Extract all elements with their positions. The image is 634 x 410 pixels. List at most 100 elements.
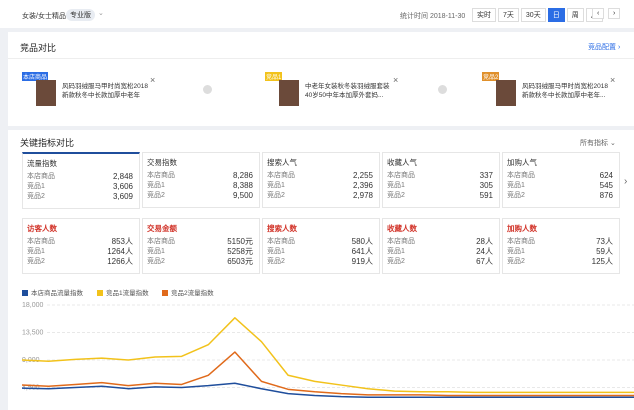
- row-label: 竞品2: [27, 193, 45, 200]
- vs-dot: [203, 85, 212, 94]
- competitor-card: 本店商品风码羽绒服马甲时尚宽松2018新款秋冬中长款加厚中老年人...×: [22, 72, 162, 114]
- row-label: 竞品1: [147, 248, 165, 255]
- row-label: 竞品1: [27, 248, 45, 255]
- row-value: 1264人: [107, 247, 133, 256]
- row-value: 876: [599, 191, 613, 200]
- product-image: [496, 80, 516, 106]
- filter-text[interactable]: 所有指标: [580, 140, 608, 147]
- row-label: 本店商品: [507, 238, 535, 245]
- legend-label: 竞品1流量指数: [106, 288, 149, 297]
- config-text[interactable]: 竞品配置: [588, 44, 616, 51]
- close[interactable]: ×: [393, 75, 399, 85]
- prev[interactable]: ‹: [592, 8, 605, 19]
- metric-row: 竞品2 125人: [503, 257, 619, 267]
- tick-bg: [22, 383, 46, 392]
- metric-card[interactable]: 交易指数 本店商品 8,286 竞品1 8,388 竞品2 9,500: [142, 152, 260, 208]
- section-title: 竞品对比: [20, 43, 57, 53]
- metric-title: 访客人数: [27, 224, 57, 233]
- period-button[interactable]: 日: [547, 8, 565, 22]
- metric-card[interactable]: 交易金额 本店商品 5150元 竞品1 5258元 竞品2 6503元: [142, 218, 260, 274]
- row-value: 2,848: [112, 172, 133, 181]
- product-text: 风码羽绒服马甲时尚宽松2018新款秋冬中长款加厚中老年...: [522, 83, 608, 99]
- dropdown-icon[interactable]: ⌄: [98, 10, 104, 17]
- metric-row: 本店商品 624: [503, 171, 619, 181]
- metric-row: 竞品2 6503元: [143, 257, 259, 267]
- metric-card[interactable]: 访客人数本店商品 853人 竞品1 1264人竞品2 1266人: [22, 218, 140, 274]
- period-button[interactable]: 30天: [520, 8, 546, 22]
- product-text: 风码羽绒服马甲时尚宽松2018新款秋冬中长款加厚中老年人...: [62, 83, 148, 99]
- metric-card[interactable]: 搜索人数 本店商品 580人 竞品1 641人 竞品2 919人: [262, 218, 380, 274]
- row-label: 竞品2: [507, 192, 525, 199]
- row-label: 本店商品: [147, 238, 175, 245]
- row-label: 竞品1: [507, 182, 525, 189]
- metric-card[interactable]: 加购人数 本店商品 73人 竞品1 59人 竞品2 125人: [502, 218, 620, 274]
- config-link[interactable]: 竞品配置 ›: [588, 44, 621, 51]
- row-value: 591: [479, 191, 493, 200]
- metric-row: 竞品1 1264人: [23, 247, 139, 257]
- metric-row: 竞品1 2,396: [263, 181, 379, 191]
- metric-card[interactable]: 收藏人数 本店商品 28人 竞品1 24人 竞品2 67人: [382, 218, 500, 274]
- period-button[interactable]: 7天: [498, 8, 519, 22]
- metric-row: 竞品2 2,978: [263, 191, 379, 201]
- row-label: 竞品1: [267, 182, 285, 189]
- row-value: 9,500: [232, 191, 253, 200]
- row-label: 本店商品: [387, 172, 415, 179]
- row-value: 919人: [351, 257, 373, 266]
- edition[interactable]: 专业版: [66, 9, 95, 21]
- metric-row: 竞品1 3,606: [23, 182, 139, 192]
- metric-row: 竞品1 305: [383, 181, 499, 191]
- y-tick-label: 18,000: [22, 302, 44, 309]
- row-value: 3,609: [112, 192, 133, 201]
- metric-row: 竞品2 876: [503, 191, 619, 201]
- row-value: 1266人: [107, 257, 133, 266]
- product-text: 中老年女装秋冬装羽绒服套装40岁50中年本加厚外套妈...: [305, 83, 390, 99]
- row-value: 641人: [351, 247, 373, 256]
- row-value: 8,286: [232, 171, 253, 180]
- vs-dot: [438, 85, 447, 94]
- legend-label: 竞品2流量指数: [171, 288, 214, 297]
- row-label: 竞品2: [267, 258, 285, 265]
- tick-bg: [22, 301, 46, 309]
- metric-title: 收藏人气: [387, 158, 417, 167]
- filter[interactable]: 所有指标 ⌄: [580, 140, 616, 147]
- section-title: 关键指标对比: [20, 138, 75, 148]
- row-value: 3,606: [112, 182, 133, 191]
- series-line: [21, 351, 634, 397]
- metric-row: 本店商品 580人: [263, 237, 379, 247]
- metric-card[interactable]: 搜索人气 本店商品 2,255 竞品1 2,396 竞品2 2,978: [262, 152, 380, 208]
- metric-row: 竞品2 67人: [383, 257, 499, 267]
- row-value: 6503元: [227, 257, 253, 266]
- competitor-card: 竞品1 中老年女装秋冬装羽绒服套装40岁50中年本加厚外套妈... ×: [265, 72, 405, 114]
- close[interactable]: ×: [610, 75, 616, 85]
- row-label: 竞品2: [507, 258, 525, 265]
- metric-card[interactable]: 收藏人气 本店商品 337 竞品1 305 竞品2 591: [382, 152, 500, 208]
- row-value: 5258元: [227, 247, 253, 256]
- close[interactable]: ×: [150, 75, 156, 85]
- row-value: 24人: [476, 247, 493, 256]
- row-label: 竞品2: [27, 258, 45, 265]
- row-label: 本店商品: [267, 238, 295, 245]
- metric-title: 交易金额: [147, 224, 177, 233]
- next[interactable]: ›: [608, 8, 621, 19]
- row-label: 竞品2: [147, 192, 165, 199]
- competitor-card: 竞品2 风码羽绒服马甲时尚宽松2018新款秋冬中长款加厚中老年... ×: [482, 72, 622, 114]
- metric-title: 收藏人数: [387, 224, 417, 233]
- legend-swatch: [162, 290, 168, 296]
- metric-title: 加购人气: [507, 158, 537, 167]
- row-label: 竞品1: [147, 182, 165, 189]
- row-value: 67人: [476, 257, 493, 266]
- metric-row: 本店商品 73人: [503, 237, 619, 247]
- next-arrow[interactable]: ›: [624, 176, 628, 187]
- metric-row: 竞品1 545: [503, 181, 619, 191]
- category[interactable]: 女装/女士精品: [22, 13, 66, 20]
- row-value: 2,978: [352, 191, 373, 200]
- row-label: 竞品2: [387, 258, 405, 265]
- period-button[interactable]: 周: [566, 8, 584, 22]
- series-line: [21, 317, 634, 394]
- metric-card[interactable]: 流量指数 本店商品 2,848 竞品1 3,606 竞品2 3,609: [22, 152, 140, 209]
- period-button[interactable]: 实时: [472, 8, 496, 22]
- metric-card[interactable]: 加购人气本店商品 624 竞品1 545 竞品2 876: [502, 152, 620, 208]
- metric-row: 本店商品 853人: [23, 237, 139, 247]
- metric-row: 竞品2 3,609: [23, 192, 139, 202]
